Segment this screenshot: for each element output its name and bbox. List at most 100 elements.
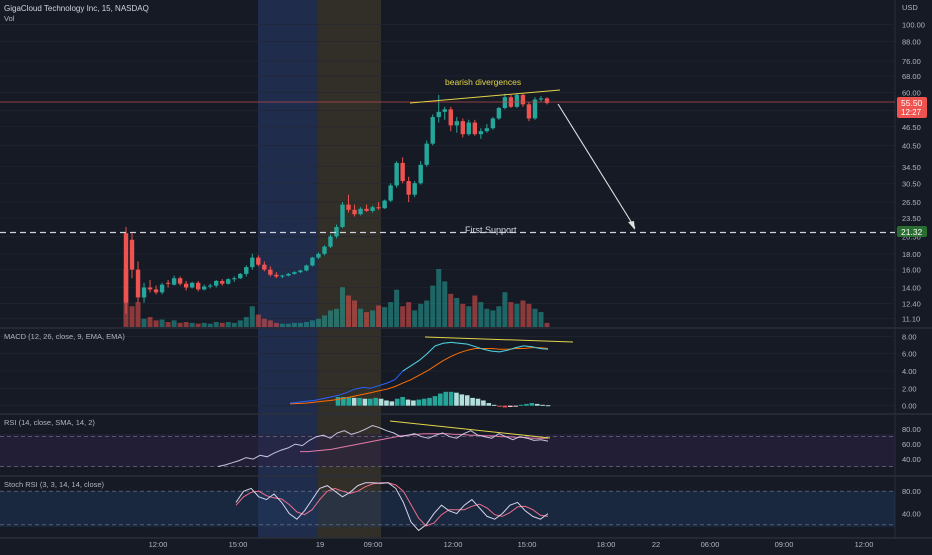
candle-body [165,282,171,284]
macd-divergence-line[interactable] [424,336,574,343]
macd-histogram-bar [378,398,384,406]
volume-bar [135,302,141,327]
volume-bar [382,307,388,327]
volume-bar [207,323,213,327]
volume-bar [249,306,255,327]
price-candles [123,93,550,314]
volume-bar [436,269,442,327]
volume-bar [490,310,496,327]
candle-body [147,287,153,290]
candle-body [364,208,369,211]
volume-bar [460,303,466,327]
projection-arrow[interactable] [557,103,636,229]
candle-body [141,287,147,298]
macd-histogram-bar [438,393,443,406]
volume-bar [243,317,249,327]
volume-bar [496,306,502,327]
x-tick-label: 12:00 [444,540,463,549]
volume-bar [147,317,153,327]
macd-histogram-bar [357,397,362,406]
macd-histogram-bar [394,398,400,406]
volume-bar [261,318,267,327]
candle-body [496,108,502,119]
volume-bar [327,310,333,327]
candle-body [412,183,417,195]
volume-bar [225,322,231,327]
stoch-tick-label: 40.00 [902,510,921,519]
rsi-title: RSI (14, close, SMA, 14, 2) [4,418,95,427]
volume-bar [129,306,135,327]
x-tick-label: 19 [316,540,324,549]
volume-bar [484,308,490,327]
macd-signal-line [289,347,549,405]
candle-body [208,285,213,287]
volume-bar [466,306,472,327]
rsi-divergence-line[interactable] [389,420,551,439]
volume-bar [358,308,364,327]
x-tick-label: 15:00 [518,540,537,549]
macd-histogram-bar [518,404,524,406]
candle-body [544,98,550,104]
rsi-tick-label: 40.00 [902,455,921,464]
last-price-countdown: 12:27 [901,108,922,117]
macd-tick-label: 6.00 [902,350,917,359]
rsi-band-fill [0,434,895,467]
candle-body [298,270,303,273]
candle-body [520,94,526,105]
volume-bar [388,302,394,327]
candle-body [424,143,429,165]
macd-histogram-bar [470,397,475,406]
macd-histogram-bar [432,396,438,406]
x-tick-label: 12:00 [149,540,168,549]
volume-bar [520,300,526,327]
volume-bar [352,300,358,327]
candle-body [201,286,207,290]
support-price-tag [897,226,927,237]
candle-body [352,209,357,215]
candle-body [532,99,538,119]
candle-body [310,257,315,266]
price-tick-label: 88.00 [902,37,921,46]
candle-body [129,239,135,270]
volume-bar [285,323,291,327]
volume-bar [478,302,484,327]
candle-body [394,162,399,186]
macd-histogram-bar [416,399,422,406]
candle-body [340,204,345,227]
price-divergence-line[interactable] [409,89,561,104]
candle-body [286,273,291,276]
macd-histogram-bar [346,397,352,406]
candle-body [250,257,255,268]
volume-bar [141,318,147,327]
macd-title: MACD (12, 26, close, 9, EMA, EMA) [4,332,125,341]
x-tick-label: 09:00 [364,540,383,549]
volume-bar [171,320,177,327]
macd-histogram-bar [362,398,368,406]
price-tick-label: 34.50 [902,163,921,172]
candle-body [244,267,249,274]
projection-arrow-head [628,221,635,230]
volume-bar [255,314,261,327]
volume-bar [334,308,339,327]
volume-bar [514,303,520,327]
macd-tick-label: 2.00 [902,384,917,393]
x-tick-label: 06:00 [701,540,720,549]
macd-histogram-bar [341,397,346,406]
support-price-text: 21.32 [901,227,923,237]
price-tick-label: 23.50 [902,214,921,223]
macd-histogram-bar [491,404,497,406]
candle-body [436,111,441,118]
volume-bar [309,320,315,327]
candle-body [376,207,381,209]
volume-bar [237,320,243,327]
macd-histogram-bar [421,398,427,406]
volume-bar [526,303,532,327]
stoch-k-line [235,482,549,532]
candle-body [370,207,375,211]
price-tick-label: 30.50 [902,179,921,188]
macd-histogram-bar [534,403,540,406]
volume-bar [448,293,454,327]
candle-body [454,121,459,126]
macd-histogram-bar [508,405,513,407]
